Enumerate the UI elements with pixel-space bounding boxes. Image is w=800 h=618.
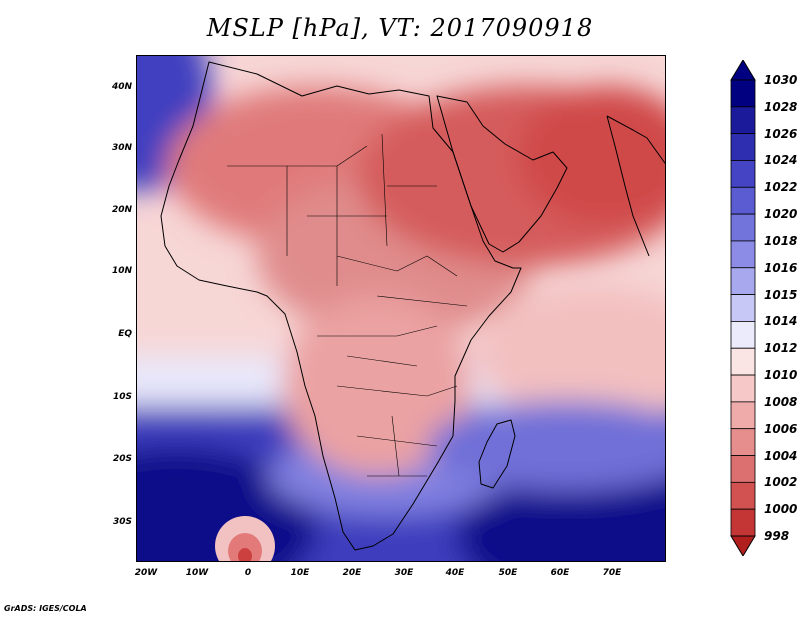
- colorbar-segment: [730, 428, 756, 456]
- eastern-ocean-high: [427, 401, 665, 491]
- colorbar-segment: [730, 240, 756, 269]
- colorbar-label: 1028: [764, 99, 798, 114]
- cutoff-low-inner: [228, 533, 262, 561]
- india-low: [517, 86, 665, 226]
- lon-tick-label: 10W: [185, 568, 209, 578]
- equatorial-indian-ocean: [477, 286, 665, 426]
- colorbar-label: 1006: [764, 421, 798, 436]
- pressure-field: [137, 56, 665, 561]
- arabian-peninsula-coastline: [436, 95, 568, 253]
- lon-tick-label: 10E: [290, 568, 310, 578]
- colorbar-segment: [730, 455, 756, 483]
- lon-tick-label: 0: [244, 568, 252, 578]
- colorbar-label: 1024: [764, 153, 798, 168]
- colorbar-label: 998: [764, 529, 790, 543]
- africa-coastline: [160, 61, 522, 551]
- colorbar-label: 1000: [764, 502, 798, 517]
- colorbar-label: 1014: [764, 314, 798, 329]
- lat-tick-label: 30S: [112, 517, 132, 527]
- pressure-map: [136, 55, 666, 562]
- lon-tick-label: 40E: [445, 568, 465, 578]
- india-coastline: [606, 115, 665, 257]
- colorbar-segment: [730, 186, 756, 215]
- cutoff-low-core: [238, 548, 252, 561]
- colorbar-label: 1030: [764, 73, 798, 87]
- colorbar-label: 1022: [764, 180, 798, 195]
- country-borders: [227, 133, 468, 477]
- colorbar-label: 1002: [764, 475, 798, 490]
- lat-tick-label: 30N: [111, 143, 132, 153]
- colorbar-segment: [730, 374, 756, 403]
- colorbar-segment: [730, 321, 756, 349]
- colorbar-segment: [730, 213, 756, 242]
- colorbar-label: 1026: [764, 126, 798, 141]
- colorbar-top-arrow: [730, 60, 756, 81]
- colorbar-segment: [730, 106, 756, 135]
- colorbar: [730, 60, 756, 556]
- lon-tick-label: 20E: [342, 568, 362, 578]
- colorbar-label: 1018: [764, 233, 798, 248]
- lat-tick-label: 10N: [111, 266, 132, 276]
- colorbar-segment: [730, 133, 756, 161]
- footer-credit: GrADS: IGES/COLA: [4, 604, 87, 613]
- lon-tick-label: 70E: [602, 568, 622, 578]
- colorbar-bottom-arrow: [730, 535, 756, 556]
- lat-tick-label: 20S: [112, 454, 132, 464]
- colorbar-label: 1015: [764, 287, 798, 302]
- colorbar-label: 1008: [764, 394, 798, 409]
- colorbar-label: 1004: [764, 448, 798, 463]
- chart-title: MSLP [hPa], VT: 2017090918: [206, 14, 594, 42]
- colorbar-segment: [730, 160, 756, 188]
- colorbar-segment: [730, 347, 756, 376]
- lat-tick-label: EQ: [118, 329, 132, 339]
- lat-tick-label: 40N: [111, 82, 132, 92]
- lat-tick-label: 10S: [112, 392, 132, 402]
- lon-tick-label: 30E: [394, 568, 414, 578]
- central-africa-field: [282, 296, 472, 476]
- colorbar-label: 1010: [764, 368, 798, 383]
- lon-tick-label: 50E: [498, 568, 518, 578]
- colorbar-segment: [730, 508, 756, 537]
- colorbar-segment: [730, 481, 756, 510]
- colorbar-label: 1016: [764, 260, 798, 275]
- colorbar-segment: [730, 294, 756, 322]
- colorbar-label: 1012: [764, 341, 798, 356]
- colorbar-label: 1020: [764, 207, 798, 222]
- colorbar-segment: [730, 401, 756, 430]
- lat-tick-label: 20N: [111, 205, 132, 215]
- madagascar-coastline: [478, 419, 516, 489]
- colorbar-segment: [730, 79, 756, 108]
- colorbar-segment: [730, 267, 756, 295]
- lon-tick-label: 20W: [134, 568, 158, 578]
- lon-tick-label: 60E: [550, 568, 570, 578]
- indian-ocean-high: [457, 466, 665, 561]
